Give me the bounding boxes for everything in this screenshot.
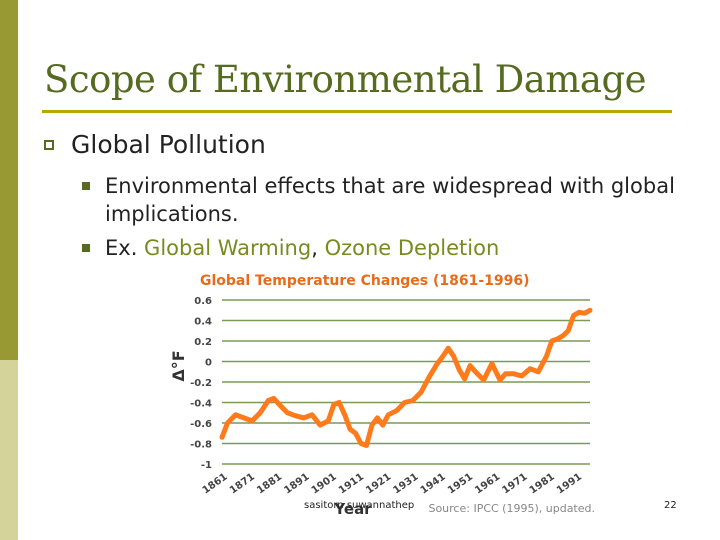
example-ozone-depletion: Ozone Depletion — [324, 236, 500, 260]
temperature-line — [219, 307, 593, 448]
y-tick-label: -1 — [201, 460, 212, 471]
sub-bullet-text: Environmental effects that are widesprea… — [105, 174, 675, 226]
example-prefix: Ex. — [105, 236, 145, 260]
x-tick-label: 1861 — [201, 471, 230, 496]
filled-square-bullet-icon — [82, 244, 90, 252]
bullet-text: Global Pollution — [71, 130, 266, 159]
gridlines — [222, 299, 590, 465]
x-tick-label: 1961 — [473, 471, 502, 496]
x-tick-label: 1901 — [310, 471, 339, 496]
bullet-global-pollution: Global Pollution — [44, 130, 266, 159]
footer-author: sasitorn suwannathep — [304, 500, 415, 511]
chart-title: Global Temperature Changes (1861-1996) — [200, 273, 530, 289]
y-tick-label: -0.8 — [190, 440, 212, 451]
accent-bar-top — [0, 0, 18, 360]
x-tick-label: 1981 — [528, 471, 557, 496]
x-tick-label: 1951 — [446, 471, 475, 496]
square-bullet-icon — [44, 139, 54, 150]
y-tick-label: 0.2 — [194, 337, 212, 348]
y-tick-labels: 0.6 0.4 0.2 0 -0.2 -0.4 -0.6 -0.8 -1 — [190, 296, 212, 471]
sub-bullet-text: Ex. Global Warming, Ozone Depletion — [105, 234, 675, 262]
chart-source: Source: IPCC (1995), updated. — [428, 502, 595, 515]
x-tick-label: 1911 — [337, 471, 366, 496]
y-tick-label: -0.4 — [190, 399, 212, 410]
x-tick-label: 1871 — [228, 471, 257, 496]
y-tick-label: 0.6 — [194, 296, 212, 307]
temperature-chart: Global Temperature Changes (1861-1996) Δ… — [170, 273, 595, 518]
y-tick-label: 0 — [205, 358, 212, 369]
page-number: 22 — [664, 500, 677, 511]
x-tick-labels: 1861187118811891190119111921193119411951… — [201, 471, 585, 496]
title-underline — [42, 110, 672, 113]
example-separator: , — [311, 236, 325, 260]
y-tick-label: -0.2 — [190, 378, 212, 389]
accent-bar-bottom — [0, 360, 18, 540]
sub-bullet-1: Environmental effects that are widesprea… — [82, 172, 675, 228]
slide-title: Scope of Environmental Damage — [44, 58, 647, 101]
y-tick-label: 0.4 — [194, 317, 212, 328]
x-tick-label: 1921 — [364, 471, 393, 496]
sub-bullet-2: Ex. Global Warming, Ozone Depletion — [82, 234, 675, 262]
example-global-warming: Global Warming — [144, 236, 312, 260]
x-tick-label: 1991 — [555, 471, 584, 496]
x-tick-label: 1971 — [500, 471, 529, 496]
x-tick-label: 1891 — [282, 471, 311, 496]
y-axis-label: Δ°F — [170, 350, 188, 381]
x-tick-label: 1881 — [255, 471, 284, 496]
filled-square-bullet-icon — [82, 182, 90, 190]
x-tick-label: 1941 — [419, 471, 448, 496]
x-tick-label: 1931 — [391, 471, 420, 496]
x-axis-label: Year — [333, 500, 372, 518]
y-tick-label: -0.6 — [190, 419, 212, 430]
